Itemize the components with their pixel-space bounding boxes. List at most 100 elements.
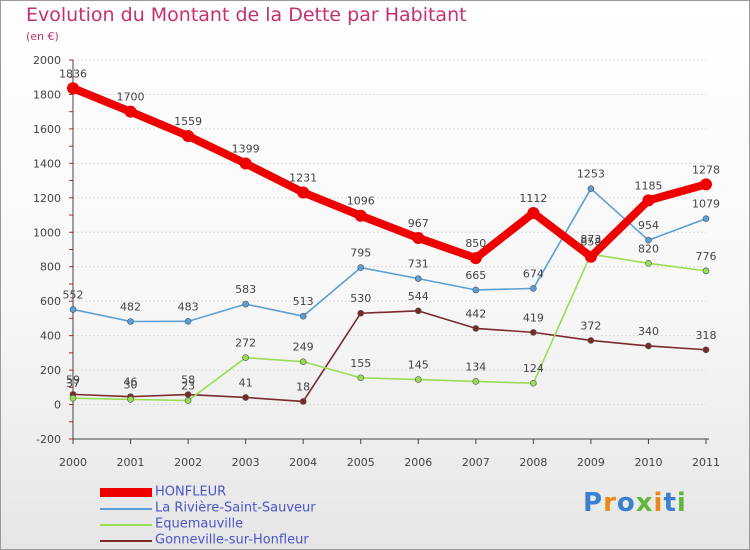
data-label-gonneville-sur-honfleur: 318 [696, 329, 717, 342]
legend-label-equemauville: Equemauville [155, 516, 244, 532]
data-label-honfleur: 1112 [519, 192, 547, 205]
legend-swatch-gonneville-sur-honfleur [100, 539, 152, 542]
data-label-la-rivi-re-saint-sauveur: 552 [63, 288, 84, 301]
data-point-equemauville [69, 394, 77, 402]
data-label-la-rivi-re-saint-sauveur: 954 [638, 219, 659, 232]
data-label-la-rivi-re-saint-sauveur: 665 [465, 269, 486, 282]
y-tick-label: 400 [40, 330, 61, 343]
x-tick-label: 2003 [232, 456, 260, 469]
x-tick-label: 2008 [519, 456, 547, 469]
data-label-honfleur: 858 [580, 236, 601, 249]
data-point-equemauville [702, 267, 710, 275]
data-point-la-rivi-re-saint-sauveur [299, 312, 307, 320]
legend-item-la-riviere-saint-sauveur: La Rivière-Saint-Sauveur [100, 500, 316, 516]
data-label-equemauville: 134 [465, 360, 486, 373]
data-point-la-rivi-re-saint-sauveur [414, 275, 422, 282]
x-tick-label: 2001 [117, 456, 145, 469]
data-label-la-rivi-re-saint-sauveur: 513 [293, 295, 314, 308]
data-label-gonneville-sur-honfleur: 419 [523, 311, 544, 324]
y-tick-label: -200 [36, 433, 61, 446]
data-label-honfleur: 850 [465, 237, 486, 250]
data-point-honfleur [642, 194, 655, 207]
data-label-honfleur: 1278 [692, 163, 720, 176]
data-label-la-rivi-re-saint-sauveur: 1253 [577, 168, 605, 181]
data-label-equemauville: 145 [408, 359, 429, 372]
legend-swatch-la-riviere-saint-sauveur [100, 507, 152, 510]
data-point-gonneville-sur-honfleur [702, 346, 710, 354]
data-label-equemauville: 23 [181, 380, 195, 393]
x-tick-label: 2007 [462, 456, 490, 469]
data-point-la-rivi-re-saint-sauveur [184, 318, 192, 325]
data-label-honfleur: 1836 [59, 67, 87, 80]
data-label-la-rivi-re-saint-sauveur: 583 [235, 283, 256, 296]
data-label-honfleur: 1185 [634, 179, 662, 192]
data-point-honfleur [700, 178, 712, 191]
y-tick-label: 1000 [33, 226, 61, 239]
series-line-gonneville-sur-honfleur [72, 310, 707, 403]
data-label-equemauville: 30 [124, 378, 138, 391]
data-point-la-rivi-re-saint-sauveur [530, 285, 537, 292]
chart-title: Evolution du Montant de la Dette par Hab… [26, 4, 467, 26]
logo-letter: r [603, 488, 617, 518]
logo-letter: i [653, 488, 664, 518]
data-label-equemauville: 249 [293, 341, 314, 354]
data-label-honfleur: 1231 [289, 171, 317, 184]
data-point-equemauville [242, 354, 249, 361]
y-tick-label: 1200 [33, 192, 61, 205]
data-label-la-rivi-re-saint-sauveur: 482 [120, 301, 141, 314]
data-point-equemauville [127, 396, 134, 403]
data-label-gonneville-sur-honfleur: 530 [350, 292, 371, 305]
chart-subtitle: (en €) [26, 30, 59, 43]
data-point-honfleur [584, 250, 597, 263]
logo-letter: t [663, 488, 677, 518]
x-tick-label: 2006 [404, 456, 432, 469]
y-tick-label: 200 [40, 364, 61, 377]
data-label-la-rivi-re-saint-sauveur: 1079 [692, 198, 720, 211]
data-label-equemauville: 124 [523, 362, 544, 375]
data-point-gonneville-sur-honfleur [414, 307, 422, 315]
data-point-gonneville-sur-honfleur [587, 337, 595, 344]
series-line-la-rivi-re-saint-sauveur [72, 187, 707, 323]
data-point-la-rivi-re-saint-sauveur [702, 215, 710, 222]
data-label-gonneville-sur-honfleur: 18 [296, 380, 310, 393]
x-tick-label: 2000 [59, 456, 87, 469]
data-point-honfleur [412, 231, 425, 244]
y-tick-label: 1400 [33, 157, 61, 170]
x-tick-label: 2004 [289, 456, 317, 469]
data-label-gonneville-sur-honfleur: 41 [239, 376, 253, 389]
y-tick-label: 1600 [33, 123, 61, 136]
proxiti-logo: Proxiti [583, 488, 687, 518]
data-point-gonneville-sur-honfleur [242, 394, 249, 401]
data-label-gonneville-sur-honfleur: 58 [181, 374, 195, 387]
data-point-honfleur [469, 252, 482, 265]
data-point-la-rivi-re-saint-sauveur [127, 318, 134, 325]
data-point-la-rivi-re-saint-sauveur [357, 264, 365, 271]
data-point-la-rivi-re-saint-sauveur [472, 286, 480, 294]
data-label-equemauville: 155 [350, 357, 371, 370]
data-point-honfleur [182, 129, 195, 142]
legend-item-equemauville: Equemauville [100, 516, 316, 532]
logo-letter: x [635, 488, 654, 518]
data-label-equemauville: 37 [66, 377, 80, 390]
data-label-equemauville: 272 [235, 337, 256, 350]
y-tick-label: 2000 [33, 54, 61, 67]
data-point-la-rivi-re-saint-sauveur [242, 300, 249, 308]
data-point-gonneville-sur-honfleur [472, 325, 480, 332]
data-point-equemauville [414, 376, 422, 383]
data-point-honfleur [527, 206, 540, 219]
x-tick-label: 2002 [174, 456, 202, 469]
y-tick-label: 1800 [33, 88, 61, 101]
data-point-la-rivi-re-saint-sauveur [69, 306, 77, 313]
y-tick-label: 800 [40, 261, 61, 274]
x-tick-label: 2009 [577, 456, 605, 469]
data-point-gonneville-sur-honfleur [299, 398, 307, 405]
data-point-gonneville-sur-honfleur [357, 309, 365, 317]
legend-swatch-equemauville [100, 523, 152, 526]
data-label-gonneville-sur-honfleur: 372 [580, 319, 601, 332]
data-label-equemauville: 873 [580, 233, 601, 246]
data-label-honfleur: 1096 [347, 195, 375, 208]
data-point-honfleur [239, 157, 252, 170]
series-line-honfleur [69, 84, 710, 263]
